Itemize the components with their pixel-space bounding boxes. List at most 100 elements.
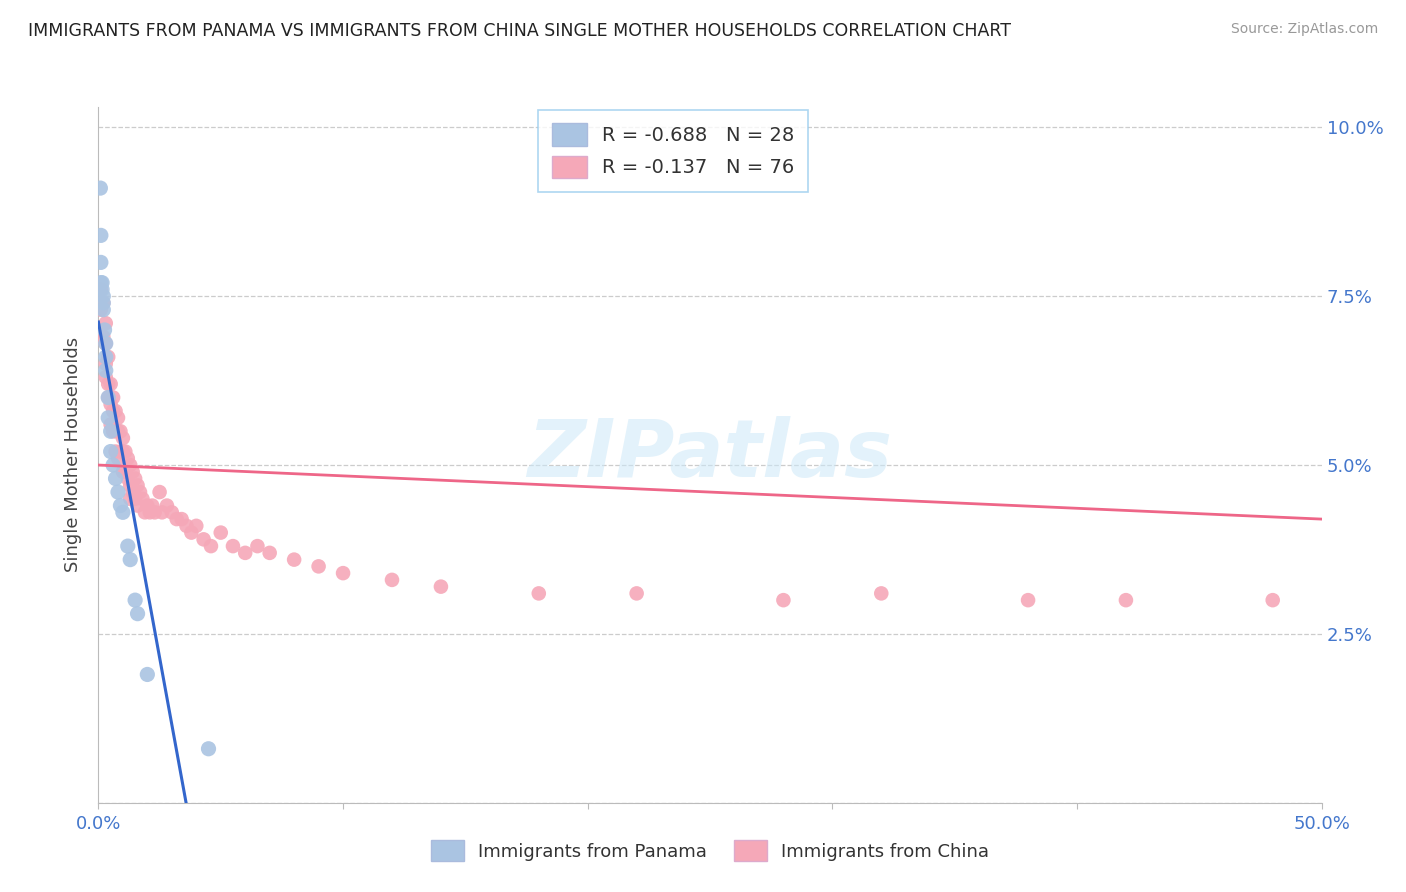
Text: ZIPatlas: ZIPatlas [527, 416, 893, 494]
Point [110, 499, 132, 513]
Text: Source: ZipAtlas.com: Source: ZipAtlas.com [1230, 22, 1378, 37]
Point [209, 525, 232, 540]
Point [97, 391, 120, 405]
Point [91, 282, 114, 296]
Point [141, 499, 163, 513]
Point [259, 546, 281, 560]
Point [110, 444, 132, 458]
Point [94, 370, 117, 384]
Point [100, 444, 122, 458]
Point [197, 741, 219, 756]
Point [1261, 593, 1284, 607]
Point [107, 410, 129, 425]
Point [117, 451, 139, 466]
Point [111, 505, 134, 519]
Point [139, 505, 162, 519]
Point [176, 519, 198, 533]
Point [90, 228, 112, 243]
Point [111, 465, 134, 479]
Point [94, 316, 117, 330]
Point [170, 512, 193, 526]
Point [200, 539, 222, 553]
Point [283, 552, 305, 566]
Point [110, 424, 132, 438]
Point [149, 485, 172, 500]
Point [626, 586, 648, 600]
Point [124, 593, 146, 607]
Point [430, 580, 453, 594]
Point [527, 586, 550, 600]
Point [101, 458, 124, 472]
Point [104, 444, 127, 458]
Point [100, 397, 122, 411]
Point [134, 505, 156, 519]
Point [94, 363, 117, 377]
Point [160, 505, 183, 519]
Point [101, 404, 124, 418]
Point [131, 491, 153, 506]
Point [150, 505, 173, 519]
Point [127, 607, 149, 621]
Point [121, 485, 143, 500]
Point [97, 350, 120, 364]
Point [180, 525, 202, 540]
Point [100, 424, 122, 438]
Point [94, 357, 117, 371]
Point [124, 491, 146, 506]
Point [94, 350, 117, 364]
Point [166, 512, 188, 526]
Point [1115, 593, 1137, 607]
Point [100, 417, 122, 432]
Y-axis label: Single Mother Households: Single Mother Households [65, 337, 83, 573]
Point [246, 539, 269, 553]
Point [136, 499, 159, 513]
Point [94, 336, 117, 351]
Point [381, 573, 404, 587]
Point [94, 336, 117, 351]
Point [100, 376, 122, 391]
Point [90, 255, 112, 269]
Point [121, 465, 143, 479]
Point [143, 505, 166, 519]
Point [120, 478, 142, 492]
Point [97, 376, 120, 391]
Point [97, 391, 120, 405]
Point [90, 302, 112, 317]
Text: IMMIGRANTS FROM PANAMA VS IMMIGRANTS FROM CHINA SINGLE MOTHER HOUSEHOLDS CORRELA: IMMIGRANTS FROM PANAMA VS IMMIGRANTS FRO… [28, 22, 1011, 40]
Point [308, 559, 330, 574]
Point [90, 282, 112, 296]
Point [222, 539, 245, 553]
Point [97, 410, 120, 425]
Point [90, 276, 112, 290]
Point [107, 451, 129, 466]
Point [870, 586, 893, 600]
Point [107, 485, 129, 500]
Point [127, 478, 149, 492]
Point [91, 329, 114, 343]
Point [772, 593, 794, 607]
Point [114, 444, 136, 458]
Point [156, 499, 179, 513]
Point [129, 485, 152, 500]
Point [89, 181, 111, 195]
Point [91, 302, 114, 317]
Point [93, 323, 115, 337]
Point [186, 519, 208, 533]
Point [136, 667, 159, 681]
Point [91, 276, 114, 290]
Point [91, 289, 114, 303]
Point [120, 491, 142, 506]
Point [117, 472, 139, 486]
Point [127, 499, 149, 513]
Legend: Immigrants from Panama, Immigrants from China: Immigrants from Panama, Immigrants from … [422, 831, 998, 871]
Point [107, 424, 129, 438]
Point [233, 546, 256, 560]
Point [114, 465, 136, 479]
Point [104, 424, 127, 438]
Point [124, 472, 146, 486]
Point [104, 472, 127, 486]
Point [91, 296, 114, 310]
Point [101, 391, 124, 405]
Point [101, 424, 124, 438]
Point [120, 552, 142, 566]
